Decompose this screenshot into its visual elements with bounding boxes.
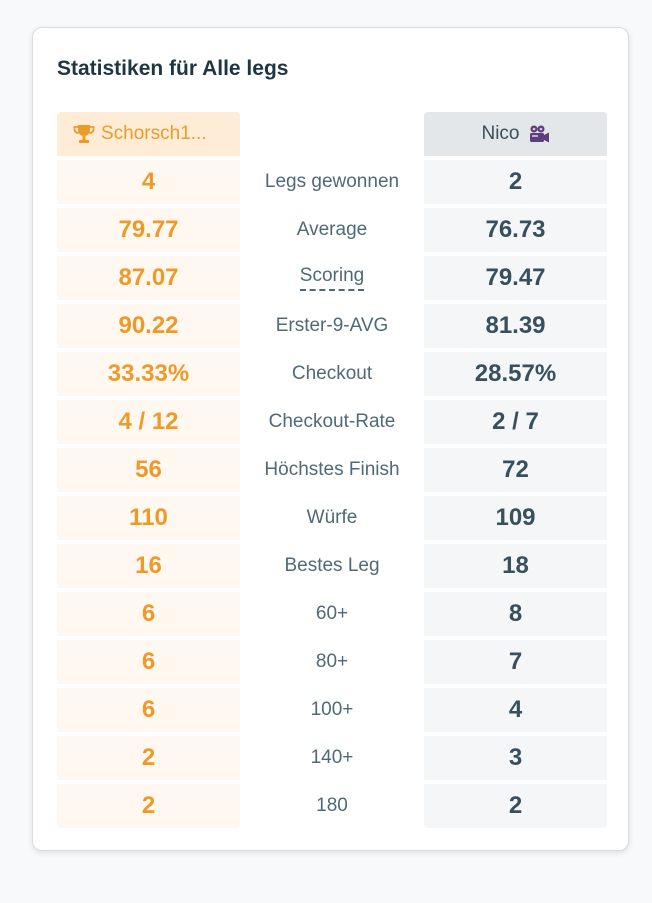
- stat-label-text: 60+: [315, 603, 349, 624]
- stat-label: 80+: [240, 640, 424, 684]
- stats-card: Statistiken für Alle legs Schorsch1... N…: [32, 27, 629, 851]
- table-row: 33.33% Checkout 28.57%: [57, 352, 607, 396]
- stat-label: Legs gewonnen: [240, 160, 424, 204]
- stat-label: Erster-9-AVG: [240, 304, 424, 348]
- player2-value: 4: [424, 688, 607, 732]
- table-row: 6 60+ 8: [57, 592, 607, 636]
- stat-label: Höchstes Finish: [240, 448, 424, 492]
- player2-value: 2 / 7: [424, 400, 607, 444]
- player1-value: 56: [57, 448, 240, 492]
- player1-value: 4: [57, 160, 240, 204]
- table-row: 16 Bestes Leg 18: [57, 544, 607, 588]
- player1-value: 33.33%: [57, 352, 240, 396]
- table-row: 2 180 2: [57, 784, 607, 828]
- player1-value: 16: [57, 544, 240, 588]
- card-title: Statistiken für Alle legs: [57, 57, 289, 80]
- player2-value: 7: [424, 640, 607, 684]
- table-row: 87.07 Scoring 79.47: [57, 256, 607, 300]
- player1-value: 79.77: [57, 208, 240, 252]
- stat-label-text: Scoring: [299, 265, 365, 291]
- stat-label: Checkout-Rate: [240, 400, 424, 444]
- header-spacer: [240, 112, 424, 156]
- player1-value: 4 / 12: [57, 400, 240, 444]
- stat-label-text: 100+: [310, 699, 354, 720]
- stat-label: Würfe: [240, 496, 424, 540]
- stat-label: Checkout: [240, 352, 424, 396]
- player1-value: 90.22: [57, 304, 240, 348]
- stat-label: Average: [240, 208, 424, 252]
- table-row: 79.77 Average 76.73: [57, 208, 607, 252]
- stat-label: 60+: [240, 592, 424, 636]
- table-row: 4 Legs gewonnen 2: [57, 160, 607, 204]
- player1-value: 6: [57, 592, 240, 636]
- player1-value: 2: [57, 736, 240, 780]
- stat-label: 100+: [240, 688, 424, 732]
- player2-value: 72: [424, 448, 607, 492]
- table-row: 110 Würfe 109: [57, 496, 607, 540]
- stats-table: Schorsch1... Nico 4 Legs: [57, 112, 607, 832]
- player2-value: 18: [424, 544, 607, 588]
- player1-name: Schorsch1...: [101, 123, 207, 144]
- player2-value: 2: [424, 784, 607, 828]
- player2-header[interactable]: Nico: [424, 112, 607, 156]
- stat-label: Bestes Leg: [240, 544, 424, 588]
- player2-value: 2: [424, 160, 607, 204]
- stat-label-text: Checkout: [291, 363, 373, 384]
- player2-name: Nico: [481, 123, 520, 144]
- stat-label-text: Checkout-Rate: [268, 411, 396, 432]
- player2-value: 8: [424, 592, 607, 636]
- stat-label-text: Legs gewonnen: [264, 171, 400, 192]
- table-row: 56 Höchstes Finish 72: [57, 448, 607, 492]
- table-row: 6 80+ 7: [57, 640, 607, 684]
- player1-value: 87.07: [57, 256, 240, 300]
- stat-label: 180: [240, 784, 424, 828]
- table-row: 6 100+ 4: [57, 688, 607, 732]
- player-header-row: Schorsch1... Nico: [57, 112, 607, 156]
- stat-label-text: 140+: [310, 747, 354, 768]
- player2-value: 81.39: [424, 304, 607, 348]
- stat-rows: 4 Legs gewonnen 2 79.77 Average 76.73 87.07 Sco…: [57, 160, 607, 828]
- stat-label-text: Höchstes Finish: [264, 459, 400, 480]
- player2-value: 28.57%: [424, 352, 607, 396]
- player2-value: 76.73: [424, 208, 607, 252]
- stat-label: 140+: [240, 736, 424, 780]
- player2-value: 3: [424, 736, 607, 780]
- player1-value: 110: [57, 496, 240, 540]
- table-row: 2 140+ 3: [57, 736, 607, 780]
- table-row: 4 / 12 Checkout-Rate 2 / 7: [57, 400, 607, 444]
- video-camera-icon: [528, 124, 550, 144]
- trophy-icon: [73, 124, 95, 144]
- player1-header[interactable]: Schorsch1...: [57, 112, 240, 156]
- table-row: 90.22 Erster-9-AVG 81.39: [57, 304, 607, 348]
- stat-label-text: Würfe: [306, 507, 358, 528]
- stat-label-text: Bestes Leg: [284, 555, 380, 576]
- player1-value: 6: [57, 640, 240, 684]
- player1-value: 6: [57, 688, 240, 732]
- player2-value: 109: [424, 496, 607, 540]
- stat-label-text: Erster-9-AVG: [275, 315, 389, 336]
- player1-value: 2: [57, 784, 240, 828]
- stat-label-text: Average: [296, 219, 368, 240]
- player2-value: 79.47: [424, 256, 607, 300]
- stat-label-text: 80+: [315, 651, 349, 672]
- stat-label-text: 180: [316, 795, 348, 816]
- stat-label[interactable]: Scoring: [240, 256, 424, 300]
